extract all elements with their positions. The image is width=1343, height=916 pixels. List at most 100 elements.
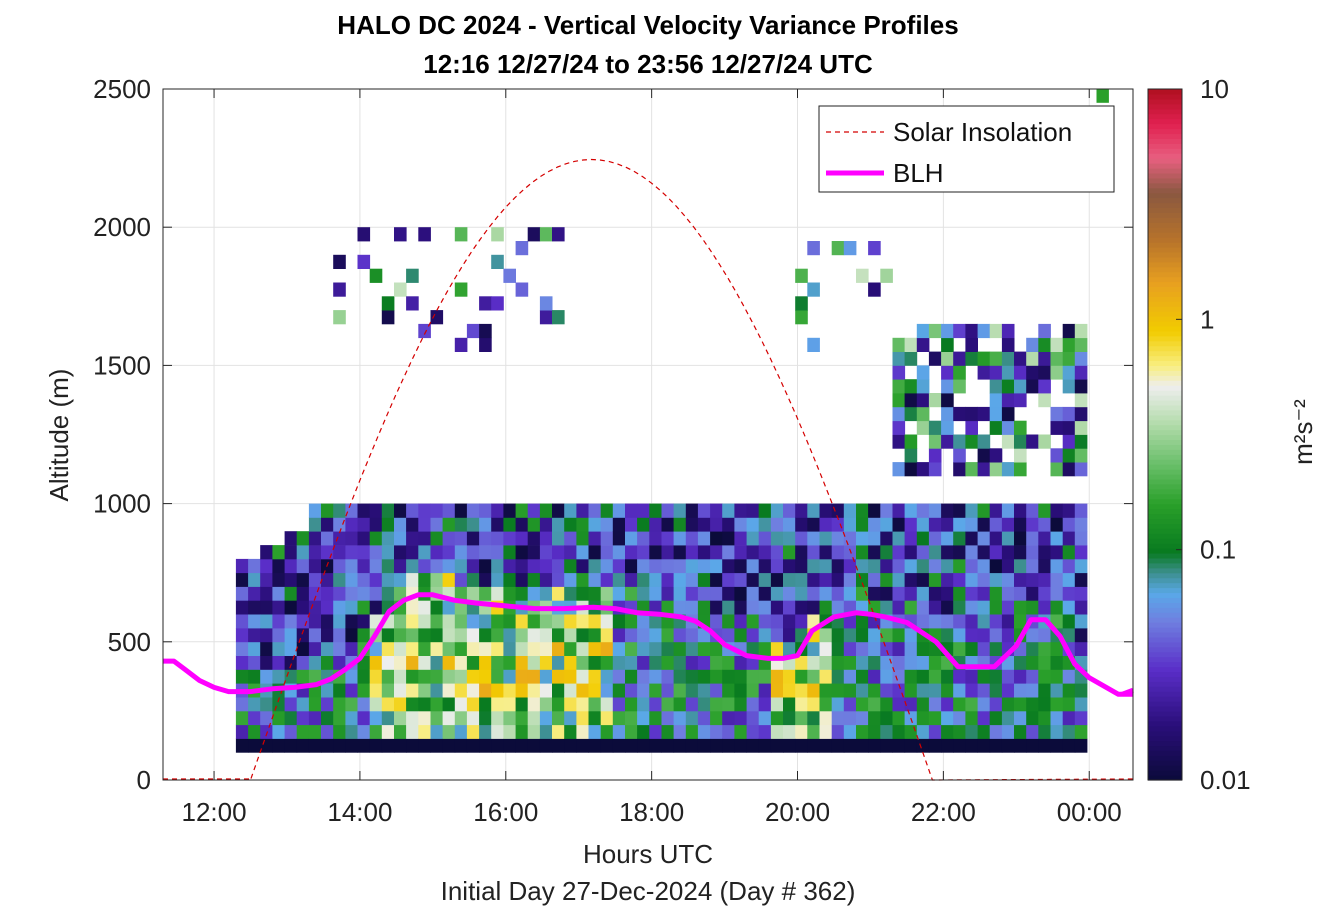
- heatmap-cell: [770, 724, 784, 739]
- heatmap-cell: [479, 738, 492, 753]
- heatmap-cell: [308, 503, 322, 518]
- heatmap-cell: [527, 531, 541, 546]
- heatmap-cell: [296, 614, 310, 629]
- heatmap-cell: [868, 517, 881, 532]
- heatmap-cell: [503, 641, 516, 656]
- colorbar-segment: [1148, 617, 1182, 623]
- heatmap-cell: [770, 558, 784, 574]
- heatmap-cell: [734, 628, 747, 643]
- heatmap-cell: [539, 641, 553, 656]
- heatmap-cell: [1050, 614, 1064, 629]
- heatmap-cell: [734, 503, 747, 518]
- heatmap-cell: [333, 558, 346, 574]
- heatmap-cell: [515, 545, 529, 560]
- colorbar-segment: [1148, 641, 1182, 648]
- heatmap-cell: [649, 655, 662, 670]
- heatmap-cell: [795, 669, 808, 684]
- heatmap-cell: [381, 572, 395, 587]
- heatmap-cell: [539, 545, 553, 560]
- colorbar-segment: [1148, 93, 1182, 100]
- heatmap-cell: [272, 738, 285, 753]
- heatmap-cell: [454, 697, 468, 712]
- heatmap-cell: [673, 738, 687, 753]
- heatmap-cell: [868, 503, 881, 518]
- heatmap-cell: [831, 600, 845, 615]
- heatmap-cell: [381, 517, 395, 532]
- heatmap-cell: [625, 586, 638, 601]
- heatmap-cell: [637, 683, 650, 698]
- heatmap-cell: [466, 323, 480, 339]
- heatmap-cell: [697, 683, 711, 698]
- heatmap-cell: [831, 241, 845, 256]
- heatmap-cell: [673, 697, 687, 712]
- blh-line-tail: [1121, 687, 1134, 697]
- heatmap-cell: [491, 558, 504, 574]
- heatmap-cell: [394, 641, 407, 656]
- colorbar-label: m²s⁻²: [1288, 399, 1318, 465]
- heatmap-cell: [1074, 337, 1088, 352]
- colorbar-segment: [1148, 676, 1182, 682]
- heatmap-cell: [515, 503, 529, 518]
- heatmap-cell: [843, 710, 857, 726]
- heatmap-cell: [783, 517, 796, 532]
- colorbar-segment: [1148, 686, 1182, 692]
- heatmap-cell: [649, 545, 662, 560]
- heatmap-cell: [406, 517, 419, 532]
- heatmap-cell: [576, 572, 589, 587]
- heatmap-cell: [746, 710, 760, 726]
- heatmap-cell: [977, 323, 991, 339]
- heatmap-cell: [539, 296, 553, 311]
- colorbar-segment: [1148, 227, 1182, 233]
- heatmap-cell: [406, 628, 419, 643]
- heatmap-cell: [807, 282, 820, 297]
- heatmap-cell: [770, 683, 784, 698]
- heatmap-cell: [807, 241, 820, 256]
- heatmap-cell: [503, 628, 516, 643]
- heatmap-cell: [321, 655, 334, 670]
- heatmap-cell: [831, 586, 845, 601]
- heatmap-cell: [965, 462, 978, 477]
- colorbar-segment: [1148, 380, 1182, 386]
- heatmap-cell: [394, 655, 407, 670]
- heatmap-cell: [552, 614, 565, 629]
- heatmap-cell: [758, 572, 772, 587]
- heatmap-cell: [916, 393, 930, 408]
- heatmap-cell: [722, 697, 735, 712]
- heatmap-cell: [539, 310, 553, 325]
- heatmap-cell: [807, 337, 820, 352]
- heatmap-cell: [673, 503, 687, 518]
- heatmap-cell: [321, 600, 334, 615]
- heatmap-cell: [454, 503, 468, 518]
- heatmap-cell: [454, 710, 468, 726]
- heatmap-cell: [783, 558, 796, 574]
- heatmap-cell: [758, 503, 772, 518]
- heatmap-cell: [235, 614, 249, 629]
- heatmap-cell: [576, 517, 589, 532]
- heatmap-cell: [746, 614, 760, 629]
- heatmap-cell: [916, 531, 930, 546]
- heatmap-cell: [989, 545, 1003, 560]
- heatmap-cell: [892, 531, 906, 546]
- heatmap-cell: [600, 503, 614, 518]
- colorbar-segment: [1148, 592, 1182, 598]
- heatmap-cell: [880, 586, 893, 601]
- heatmap-cell: [284, 600, 298, 615]
- heatmap-cell: [831, 669, 845, 684]
- heatmap-cell: [904, 462, 918, 477]
- heatmap-cell: [1038, 641, 1051, 656]
- heatmap-cell: [466, 710, 480, 726]
- colorbar-segment: [1148, 705, 1182, 712]
- heatmap-cell: [953, 614, 966, 629]
- heatmap-cell: [868, 282, 881, 297]
- heatmap-cell: [685, 641, 699, 656]
- heatmap-cell: [904, 600, 918, 615]
- colorbar-segment: [1148, 320, 1182, 327]
- heatmap-cell: [916, 503, 930, 518]
- colorbar-segment: [1148, 523, 1182, 529]
- heatmap-cell: [491, 531, 504, 546]
- heatmap-cell: [369, 724, 383, 739]
- heatmap-cell: [576, 655, 589, 670]
- heatmap-cell: [625, 545, 638, 560]
- heatmap-cell: [1050, 406, 1064, 422]
- heatmap-cell: [527, 710, 541, 726]
